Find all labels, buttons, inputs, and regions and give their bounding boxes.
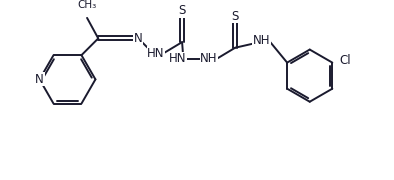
Text: NH: NH: [201, 52, 218, 65]
Text: Cl: Cl: [340, 54, 351, 67]
Text: N: N: [35, 73, 44, 86]
Text: CH₃: CH₃: [78, 0, 97, 10]
Text: NH: NH: [253, 34, 270, 47]
Text: HN: HN: [169, 52, 186, 65]
Text: S: S: [178, 4, 186, 17]
Text: HN: HN: [147, 47, 165, 60]
Text: N: N: [134, 32, 143, 45]
Text: S: S: [232, 10, 239, 22]
